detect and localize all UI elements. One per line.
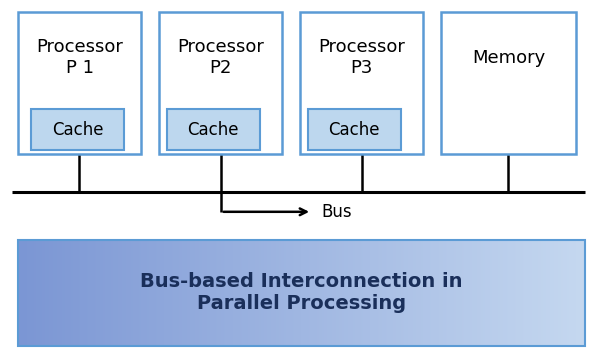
FancyBboxPatch shape xyxy=(167,109,260,150)
FancyBboxPatch shape xyxy=(159,12,282,154)
Text: Cache: Cache xyxy=(52,121,103,139)
Text: Bus: Bus xyxy=(321,203,352,221)
FancyBboxPatch shape xyxy=(308,109,401,150)
Text: Cache: Cache xyxy=(329,121,380,139)
FancyBboxPatch shape xyxy=(31,109,124,150)
FancyBboxPatch shape xyxy=(300,12,423,154)
Text: Processor
P3: Processor P3 xyxy=(318,38,405,77)
Text: Processor
P 1: Processor P 1 xyxy=(36,38,123,77)
Text: Bus-based Interconnection in
Parallel Processing: Bus-based Interconnection in Parallel Pr… xyxy=(140,273,463,313)
Text: Cache: Cache xyxy=(188,121,239,139)
Text: Processor
P2: Processor P2 xyxy=(177,38,264,77)
Text: Memory: Memory xyxy=(472,49,545,66)
FancyBboxPatch shape xyxy=(18,12,141,154)
FancyBboxPatch shape xyxy=(441,12,576,154)
